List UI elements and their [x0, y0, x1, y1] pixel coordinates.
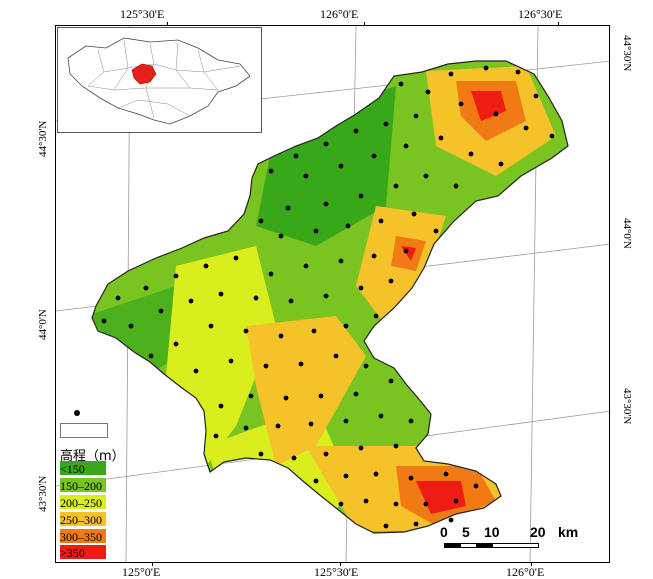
axis-label-top-2: 126°0'E — [320, 7, 359, 21]
scale-label-5: 5 — [462, 524, 470, 540]
axis-label-left-2: 44°0'N — [37, 309, 49, 340]
scale-label-10: 10 — [484, 524, 500, 540]
tick-top-3 — [558, 22, 559, 25]
study-area-highlight — [131, 63, 157, 85]
scale-bar: 0 5 10 20 km — [440, 524, 600, 554]
legend-swatch-1 — [60, 461, 106, 475]
legend-swatch-6 — [60, 545, 106, 559]
axis-label-top-1: 125°30'E — [120, 7, 165, 21]
axis-label-top-3: 126°30'E — [518, 7, 563, 21]
study-area-map — [56, 26, 609, 562]
legend-label-5: 300–350 — [60, 530, 102, 544]
legend-label-4: 250–300 — [60, 513, 102, 527]
map-legend: 高程（m） <150 150–200 200–250 250–300 300–3… — [57, 405, 177, 560]
axis-label-right-2: 44°0'N — [621, 218, 633, 249]
tick-bottom-3 — [531, 563, 532, 566]
legend-swatch-2 — [60, 478, 106, 492]
legend-label-3: 200–250 — [60, 496, 102, 510]
scale-segment-3 — [476, 543, 493, 548]
axis-label-right-3: 43°30'N — [621, 388, 633, 425]
tick-top-1 — [167, 22, 168, 25]
tick-top-2 — [364, 22, 365, 25]
province-outline — [67, 37, 251, 125]
inset-locator-map — [57, 27, 262, 133]
axis-label-bottom-2: 125°30'E — [314, 565, 359, 579]
map-frame — [55, 25, 610, 563]
axis-label-right-1: 44°30'N — [621, 35, 633, 72]
scale-label-20: 20 — [530, 524, 546, 540]
legend-swatch-4 — [60, 512, 106, 526]
scale-segment-4 — [492, 543, 539, 548]
axis-label-left-3: 43°30'N — [37, 475, 49, 512]
axis-label-bottom-3: 126°0'E — [506, 565, 545, 579]
tick-bottom-2 — [340, 563, 341, 566]
scale-segment-2 — [460, 543, 477, 548]
legend-title: 高程（m） — [60, 449, 125, 464]
sample-points — [101, 65, 555, 529]
peak-zone-southeast — [416, 481, 466, 514]
sample-point-legend-symbol — [74, 410, 80, 416]
tick-bottom-1 — [152, 563, 153, 566]
scale-segment-1 — [444, 543, 461, 548]
legend-label-6: >350 — [60, 546, 85, 560]
legend-blank-swatch — [60, 423, 108, 438]
inset-map-graphic — [67, 37, 251, 125]
midland-zone-center — [246, 316, 366, 466]
scale-unit: km — [558, 524, 579, 540]
axis-label-left-1: 44°30'N — [37, 120, 49, 157]
legend-label-1: <150 — [60, 462, 85, 476]
axis-label-bottom-1: 125°0'E — [122, 565, 161, 579]
scale-label-0: 0 — [440, 524, 448, 540]
legend-label-2: 150–200 — [60, 479, 102, 493]
legend-swatch-5 — [60, 529, 106, 543]
legend-swatch-3 — [60, 495, 106, 509]
